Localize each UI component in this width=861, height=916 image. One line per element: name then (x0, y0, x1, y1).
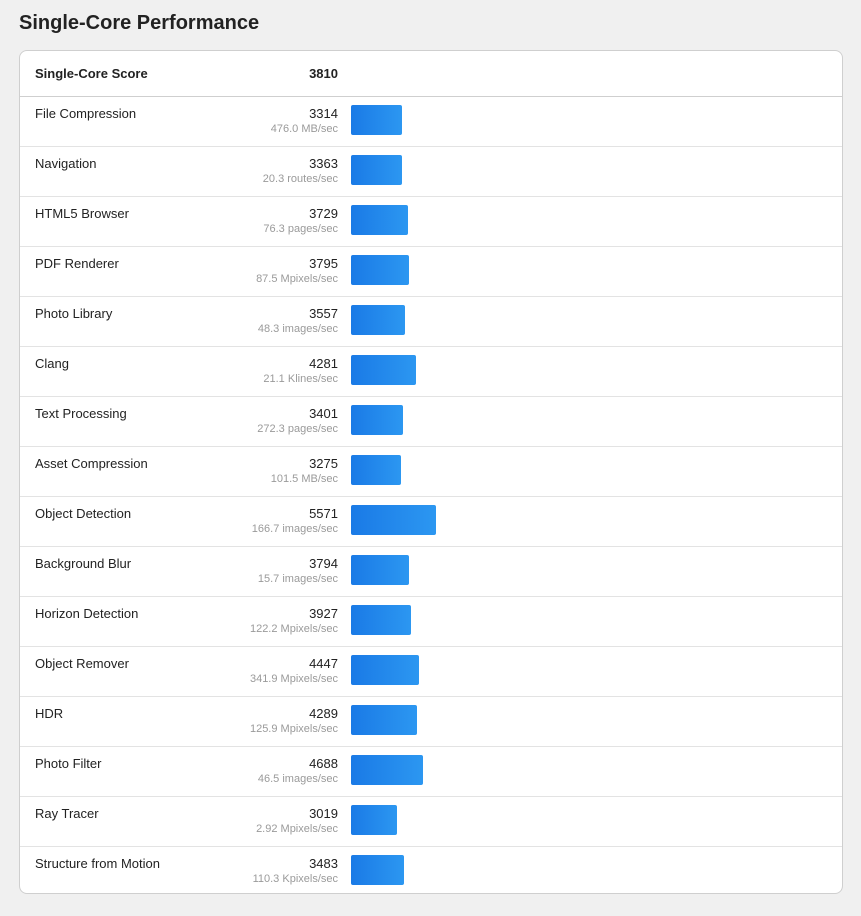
table-row: Ray Tracer 3019 2.92 Mpixels/sec (20, 797, 842, 847)
workload-rate: 110.3 Kpixels/sec (252, 873, 338, 885)
score-bar (351, 505, 436, 535)
workload-list: File Compression 3314 476.0 MB/sec Navigati… (20, 97, 842, 893)
workload-rate: 21.1 Klines/sec (263, 373, 338, 385)
workload-name: Object Detection (35, 506, 132, 521)
table-row: HDR 4289 125.9 Mpixels/sec (20, 697, 842, 747)
score-bar (351, 205, 408, 235)
table-row: File Compression 3314 476.0 MB/sec (20, 97, 842, 147)
table-row: Object Remover 4447 341.9 Mpixels/sec (20, 647, 842, 697)
workload-name: Clang (35, 356, 69, 371)
workload-score: 3795 (309, 256, 338, 271)
workload-name: Navigation (35, 156, 97, 171)
workload-name: Photo Library (35, 306, 113, 321)
workload-rate: 2.92 Mpixels/sec (256, 823, 338, 835)
score-bar (351, 855, 404, 885)
workload-score: 3557 (309, 306, 338, 321)
score-bar (351, 705, 417, 735)
workload-rate: 125.9 Mpixels/sec (249, 723, 338, 735)
workload-score: 3483 (309, 856, 338, 871)
workload-score: 3019 (309, 806, 338, 821)
table-row: Structure from Motion 3483 110.3 Kpixels/s… (20, 847, 842, 893)
workload-name: File Compression (35, 106, 137, 121)
table-row: Background Blur 3794 15.7 images/sec (20, 547, 842, 597)
table-row: Object Detection 5571 166.7 images/sec (20, 497, 842, 547)
score-bar (351, 155, 402, 185)
score-bar (351, 105, 402, 135)
score-bar (351, 455, 401, 485)
workload-score: 3927 (309, 606, 338, 621)
score-bar (351, 755, 423, 785)
workload-name: Text Processing (35, 406, 127, 421)
workload-score: 3363 (309, 156, 338, 171)
workload-name: Object Remover (35, 656, 129, 671)
workload-score: 3401 (309, 406, 338, 421)
table-row: PDF Renderer 3795 87.5 Mpixels/sec (20, 247, 842, 297)
workload-score: 3794 (309, 556, 338, 571)
table-row: Photo Library 3557 48.3 images/sec (20, 297, 842, 347)
workload-rate: 101.5 MB/sec (270, 473, 338, 485)
table-row: Asset Compression 3275 101.5 MB/sec (20, 447, 842, 497)
workload-rate: 341.9 Mpixels/sec (249, 673, 338, 685)
score-bar (351, 355, 416, 385)
table-row: Navigation 3363 20.3 routes/sec (20, 147, 842, 197)
workload-score: 3729 (309, 206, 338, 221)
workload-rate: 76.3 pages/sec (263, 223, 338, 235)
workload-name: Background Blur (35, 556, 132, 571)
score-bar (351, 805, 397, 835)
workload-score: 4688 (309, 756, 338, 771)
table-row: Text Processing 3401 272.3 pages/sec (20, 397, 842, 447)
workload-rate: 476.0 MB/sec (270, 123, 338, 135)
workload-name: PDF Renderer (35, 256, 119, 271)
workload-name: HTML5 Browser (35, 206, 129, 221)
score-bar (351, 255, 409, 285)
workload-rate: 166.7 images/sec (251, 523, 338, 535)
score-bar (351, 655, 419, 685)
workload-score: 4447 (309, 656, 338, 671)
workload-rate: 272.3 pages/sec (257, 423, 338, 435)
workload-name: HDR (35, 706, 64, 721)
workload-name: Photo Filter (35, 756, 102, 771)
workload-rate: 48.3 images/sec (257, 323, 338, 335)
table-row: Photo Filter 4688 46.5 images/sec (20, 747, 842, 797)
score-bar (351, 305, 405, 335)
workload-rate: 122.2 Mpixels/sec (249, 623, 338, 635)
workload-score: 4281 (309, 356, 338, 371)
workload-name: Structure from Motion (35, 856, 160, 871)
table-row: HTML5 Browser 3729 76.3 pages/sec (20, 197, 842, 247)
summary-value: 3810 (309, 66, 338, 81)
results-card: Single-Core Score 3810 File Compression 3… (19, 50, 843, 894)
summary-row: Single-Core Score 3810 (20, 51, 842, 97)
score-bar (351, 405, 403, 435)
workload-rate: 15.7 images/sec (257, 573, 338, 585)
workload-rate: 20.3 routes/sec (262, 173, 338, 185)
page-title: Single-Core Performance (19, 12, 260, 34)
workload-score: 4289 (309, 706, 338, 721)
workload-name: Ray Tracer (35, 806, 99, 821)
table-row: Clang 4281 21.1 Klines/sec (20, 347, 842, 397)
workload-name: Horizon Detection (35, 606, 139, 621)
workload-rate: 87.5 Mpixels/sec (256, 273, 338, 285)
workload-score: 3275 (309, 456, 338, 471)
table-row: Horizon Detection 3927 122.2 Mpixels/sec (20, 597, 842, 647)
score-bar (351, 605, 411, 635)
score-bar (351, 555, 409, 585)
workload-name: Asset Compression (35, 456, 148, 471)
summary-label: Single-Core Score (35, 66, 148, 81)
workload-score: 3314 (309, 106, 338, 121)
workload-score: 5571 (309, 506, 338, 521)
workload-rate: 46.5 images/sec (257, 773, 338, 785)
